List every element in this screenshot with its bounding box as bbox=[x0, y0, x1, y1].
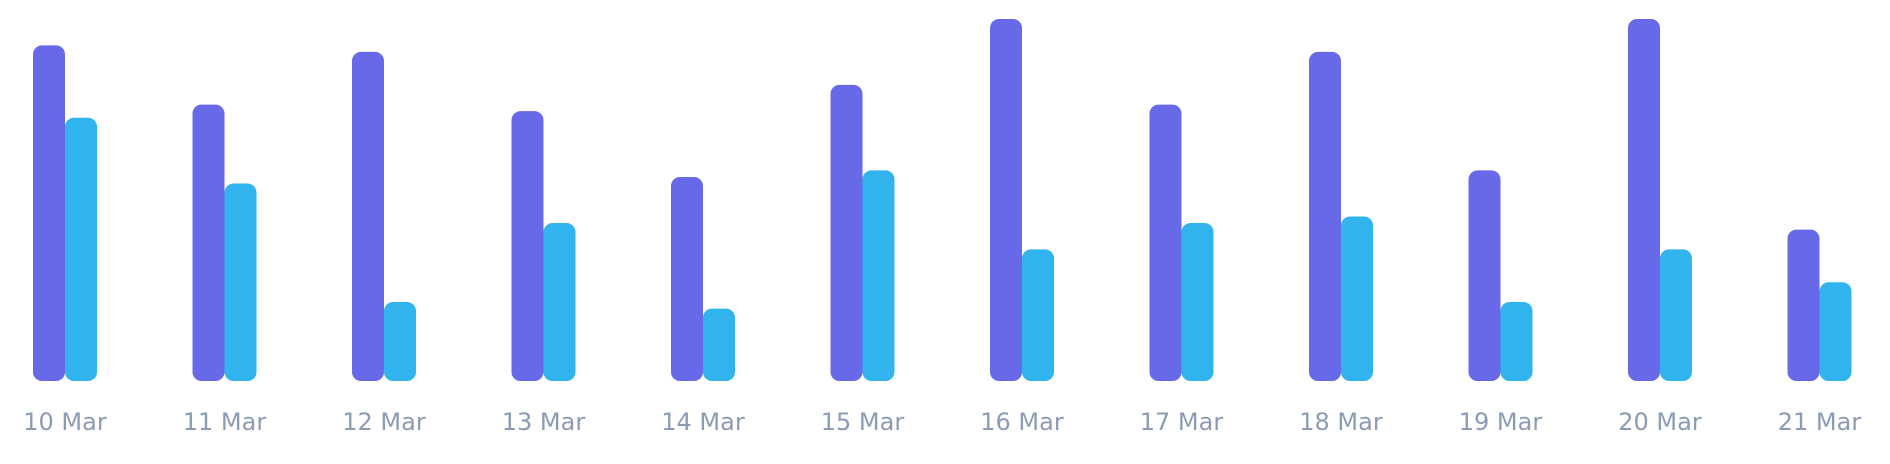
bars-layer bbox=[33, 19, 1852, 382]
x-tick-label: 20 Mar bbox=[1618, 408, 1702, 436]
x-tick-label: 13 Mar bbox=[502, 408, 586, 436]
bar-series-1[interactable] bbox=[352, 51, 384, 382]
bar-series-2[interactable] bbox=[1819, 282, 1852, 381]
bar-series-2[interactable] bbox=[543, 223, 576, 381]
bar-group bbox=[1628, 19, 1692, 381]
bar-series-1[interactable] bbox=[1309, 51, 1341, 382]
bar-series-1[interactable] bbox=[990, 19, 1022, 381]
bar-group bbox=[1787, 229, 1852, 381]
bar-series-2[interactable] bbox=[1660, 249, 1692, 381]
bar-group bbox=[990, 19, 1054, 381]
bar-group bbox=[830, 84, 895, 382]
bar-group bbox=[33, 45, 97, 382]
bar-group bbox=[511, 111, 576, 382]
x-tick-label: 17 Mar bbox=[1140, 408, 1224, 436]
bar-series-2[interactable] bbox=[65, 117, 97, 382]
bar-series-1[interactable] bbox=[1149, 104, 1182, 382]
x-tick-label: 18 Mar bbox=[1299, 408, 1383, 436]
bar-group bbox=[1468, 170, 1533, 381]
bar-series-1[interactable] bbox=[830, 84, 863, 382]
bar-group bbox=[352, 51, 416, 382]
bar-group bbox=[1149, 104, 1214, 382]
bar-series-2[interactable] bbox=[1500, 302, 1533, 381]
bar-series-2[interactable] bbox=[862, 170, 895, 381]
bar-series-2[interactable] bbox=[1181, 223, 1214, 381]
x-tick-label: 19 Mar bbox=[1459, 408, 1543, 436]
x-tick-label: 10 Mar bbox=[23, 408, 107, 436]
bar-series-1[interactable] bbox=[671, 176, 703, 381]
bar-series-2[interactable] bbox=[1341, 216, 1373, 381]
x-tick-label: 12 Mar bbox=[342, 408, 426, 436]
bar-group bbox=[1309, 51, 1373, 382]
bar-group bbox=[192, 104, 257, 382]
bar-series-2[interactable] bbox=[224, 183, 257, 381]
bar-series-1[interactable] bbox=[1468, 170, 1501, 381]
bar-group bbox=[671, 176, 735, 381]
x-tick-label: 16 Mar bbox=[980, 408, 1064, 436]
bar-series-2[interactable] bbox=[1022, 249, 1054, 381]
bar-series-1[interactable] bbox=[192, 104, 225, 382]
x-tick-label: 15 Mar bbox=[821, 408, 905, 436]
x-tick-label: 14 Mar bbox=[661, 408, 745, 436]
x-axis-labels: 10 Mar 11 Mar 12 Mar 13 Mar 14 Mar 15 Mar 16 M… bbox=[23, 408, 1861, 436]
bar-series-1[interactable] bbox=[1628, 19, 1660, 381]
bar-series-2[interactable] bbox=[384, 302, 416, 381]
x-tick-label: 11 Mar bbox=[183, 408, 267, 436]
bar-series-1[interactable] bbox=[511, 111, 544, 382]
bar-series-2[interactable] bbox=[703, 308, 735, 381]
bar-series-1[interactable] bbox=[33, 45, 65, 382]
x-tick-label: 21 Mar bbox=[1778, 408, 1862, 436]
bar-series-1[interactable] bbox=[1787, 229, 1820, 381]
